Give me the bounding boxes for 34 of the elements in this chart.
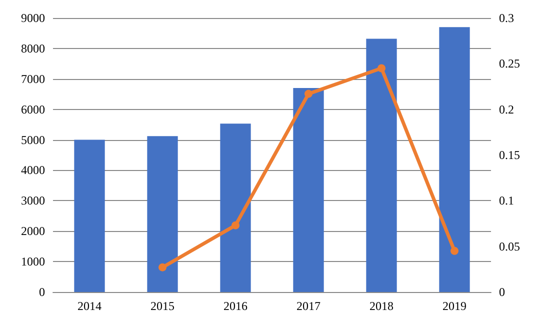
y2-tick-label: 0.2 [499, 102, 514, 116]
y2-tick-label: 0.05 [499, 239, 520, 254]
x-tick-label: 2015 [150, 299, 174, 313]
bar [293, 88, 324, 292]
point [304, 90, 312, 98]
y-tick-label: 5000 [21, 132, 45, 147]
point [232, 221, 240, 230]
y-tick-label: 8000 [21, 41, 45, 56]
y2-tick-label: 0.3 [499, 11, 514, 25]
y2-tick-label: 0.1 [499, 194, 514, 208]
bar [366, 38, 397, 292]
x-tick-label: 2014 [78, 299, 102, 313]
y-tick-label: 2000 [21, 224, 45, 238]
point [378, 64, 386, 72]
y2-tick-label: 0.15 [499, 148, 520, 162]
bar [220, 124, 251, 292]
x-tick-label: 2017 [296, 299, 320, 313]
y-tick-label: 4000 [21, 163, 45, 178]
point [450, 246, 458, 255]
x-tick-label: 2019 [442, 299, 466, 313]
point [158, 263, 166, 272]
x-tick-label: 2018 [370, 299, 394, 313]
y-tick-label: 6000 [21, 102, 45, 116]
bar [74, 140, 105, 292]
y-tick-label: 0 [39, 285, 45, 299]
bar [147, 136, 178, 292]
y2-tick-label: 0.25 [499, 56, 520, 71]
x-tick-label: 2016 [224, 299, 248, 313]
y-tick-label: 7000 [21, 72, 45, 86]
y-tick-label: 1000 [21, 254, 45, 269]
bar [439, 27, 470, 292]
y-tick-label: 3000 [21, 194, 45, 208]
y-tick-label: 9000 [21, 11, 45, 25]
y2-tick-label: 0 [499, 285, 505, 299]
